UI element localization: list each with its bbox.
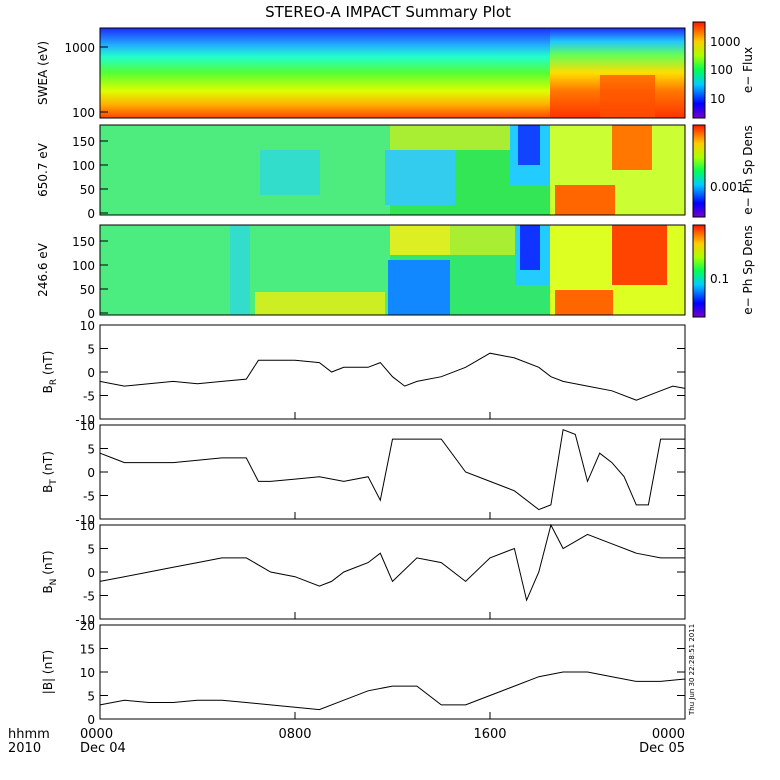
ytick-label-b-mag: 5	[87, 690, 95, 704]
ytick-label-b-t: 10	[80, 419, 95, 433]
ylabel-b-n: BN (nT)	[41, 550, 59, 593]
ytick-label-b-r: 10	[80, 319, 95, 333]
pad-650-colorbar-label: e− Ph Sp Dens	[741, 125, 755, 214]
time-tick-date: Dec 04	[80, 741, 126, 756]
ytick-label-b-n: 0	[87, 566, 95, 580]
pad-246-panel: 150 100 50 0 246.6 eV 0.1 e− Ph Sp Dens	[36, 224, 755, 321]
swea-ytick-100: 100	[72, 106, 95, 120]
ytick-label-b-t: -10	[75, 513, 95, 527]
swea-ytick-1000: 1000	[64, 41, 95, 55]
swea-cbar-tick-1000: 1000	[710, 35, 741, 49]
ytick-label-b-r: 5	[87, 343, 95, 357]
panel-frame-b-r	[99, 324, 686, 420]
pad-650-ytick-50: 50	[80, 183, 95, 197]
magnetic-field-panels: -10 -5 0 5 10 BR (nT) -10 -5 0 5 10 BT (nT) -10 -5 0 5 1…	[41, 319, 686, 727]
panel-frame-b-mag	[99, 624, 686, 720]
series-line-b-n	[99, 523, 685, 602]
swea-colorbar-label: e− Flux	[741, 47, 755, 93]
time-tick-label: 0800	[278, 727, 311, 742]
ytick-label-b-n: -10	[75, 613, 95, 627]
time-tick-label: 1600	[473, 727, 506, 742]
swea-ylabel: SWEA (eV)	[36, 41, 50, 105]
ylabel-b-mag: |B| (nT)	[41, 650, 55, 694]
swea-colorbar	[692, 21, 706, 119]
pad-246-ytick-50: 50	[80, 283, 95, 297]
series-line-b-mag	[99, 671, 686, 711]
ytick-label-b-t: 5	[87, 443, 95, 457]
ytick-label-b-r: -5	[83, 390, 95, 404]
pad-650-ytick-0: 0	[87, 207, 95, 221]
pad-650-ytick-100: 100	[72, 159, 95, 173]
pad-246-colorbar	[692, 224, 706, 318]
ytick-label-b-mag: 15	[80, 643, 95, 657]
ytick-label-b-mag: 0	[87, 713, 95, 727]
time-axis-label-hhmm: hhmm	[8, 727, 50, 742]
pad-650-ytick-150: 150	[72, 135, 95, 149]
ylabel-b-t: BT (nT)	[41, 451, 59, 493]
pad-650-colorbar	[692, 124, 706, 218]
ytick-label-b-t: 0	[87, 466, 95, 480]
swea-cbar-tick-10: 10	[710, 92, 725, 106]
pad-246-ytick-150: 150	[72, 235, 95, 249]
ylabel-b-r: BR (nT)	[41, 351, 59, 394]
plot-title: STEREO-A IMPACT Summary Plot	[265, 3, 511, 21]
ytick-label-b-n: -5	[83, 590, 95, 604]
swea-spectrogram-panel: 1000 100 SWEA (eV) 1000 100 10 e− Flux	[36, 21, 755, 120]
time-axis-label-year: 2010	[8, 741, 41, 756]
series-line-b-t	[99, 429, 685, 511]
ytick-label-b-mag: 10	[80, 666, 95, 680]
time-tick-label: 0000	[80, 727, 113, 742]
pad-246-cbar-tick: 0.1	[710, 272, 729, 286]
pad-650-cbar-tick: 0.001	[710, 180, 744, 194]
pad-246-ylabel: 246.6 eV	[36, 242, 50, 297]
series-line-b-r	[99, 352, 686, 401]
pad-650-panel: 150 100 50 0 650.7 eV 0.001 e− Ph Sp Den…	[36, 124, 755, 221]
pad-246-ytick-0: 0	[87, 307, 95, 321]
ytick-label-b-r: 0	[87, 366, 95, 380]
swea-cbar-tick-100: 100	[710, 63, 733, 77]
pad-650-ylabel: 650.7 eV	[36, 142, 50, 197]
time-tick-date: Dec 05	[639, 741, 685, 756]
time-tick-label: 0000	[652, 727, 685, 742]
ytick-label-b-t: -5	[83, 490, 95, 504]
plot-timestamp: Thu Jun 30 22:28:51 2011	[688, 624, 696, 716]
ytick-label-b-r: -10	[75, 413, 95, 427]
pad-246-ytick-100: 100	[72, 259, 95, 273]
ytick-label-b-mag: 20	[80, 619, 95, 633]
panel-frame-b-n	[99, 524, 686, 620]
ytick-label-b-n: 10	[80, 519, 95, 533]
pad-246-colorbar-label: e− Ph Sp Dens	[741, 225, 755, 314]
ytick-label-b-n: 5	[87, 543, 95, 557]
